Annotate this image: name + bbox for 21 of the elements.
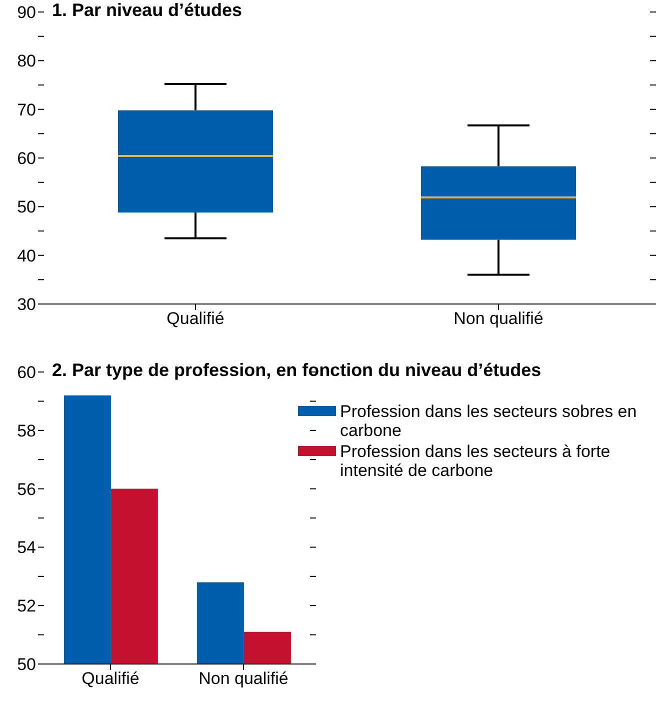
y-tick-label: 50 [17, 655, 36, 674]
y-tick-label: 90 [17, 3, 36, 22]
y-tick-label: 60 [17, 363, 36, 382]
y-tick-label: 52 [17, 596, 36, 616]
y-tick-label: 54 [17, 538, 36, 558]
x-tick-label: Non qualifié [198, 669, 288, 688]
y-tick-label: 56 [17, 480, 36, 499]
x-tick-label: Qualifié [166, 309, 224, 328]
legend-label: Profession dans les secteurs à forte intensité de carbone [340, 442, 612, 480]
chart-title: 1. Par niveau d’études [52, 0, 242, 21]
y-tick-label: 70 [17, 100, 36, 120]
y-tick-label: 58 [17, 421, 36, 440]
y-tick-label: 60 [17, 149, 36, 168]
chart-title: 2. Par type de profession, en fonction du niveau d’études [52, 360, 542, 381]
y-tick-label: 80 [17, 52, 36, 71]
x-tick-label: Qualifié [82, 669, 140, 688]
x-tick-label: Non qualifié [454, 309, 544, 328]
y-tick-label: 30 [17, 295, 36, 314]
y-tick-label: 40 [17, 246, 36, 266]
legend-label: Profession dans les secteurs sobres en carbone [340, 402, 638, 440]
y-tick-label: 50 [17, 198, 36, 217]
